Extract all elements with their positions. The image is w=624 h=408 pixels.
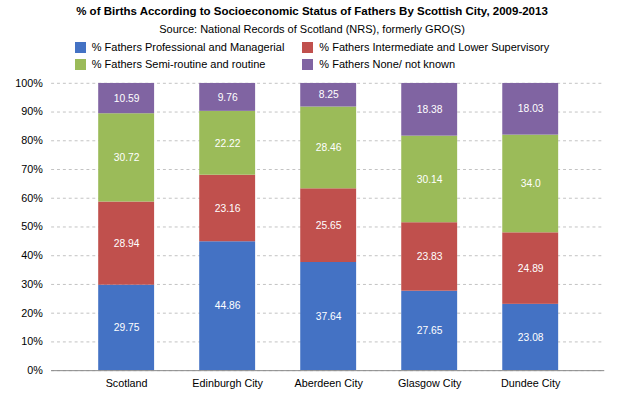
svg-text:44.86: 44.86 [215,300,241,311]
svg-text:29.75: 29.75 [114,322,140,333]
svg-text:40%: 40% [21,249,43,261]
svg-text:30.72: 30.72 [114,152,140,163]
svg-text:50%: 50% [21,220,43,232]
svg-text:22.22: 22.22 [215,138,241,149]
svg-text:34.0: 34.0 [521,178,541,189]
svg-text:Dundee City: Dundee City [501,377,561,389]
svg-text:37.64: 37.64 [316,311,342,322]
svg-text:10.59: 10.59 [114,93,140,104]
svg-text:23.83: 23.83 [417,251,443,262]
svg-text:0%: 0% [27,364,43,376]
svg-text:Edinburgh City: Edinburgh City [192,377,263,389]
svg-text:Scotland: Scotland [106,377,148,389]
svg-text:18.38: 18.38 [417,104,443,115]
svg-text:23.08: 23.08 [518,332,544,343]
html-text:% Fathers Professional and Man: % Fathers Professional and Managerial [91,41,285,53]
svg-text:28.46: 28.46 [316,142,342,153]
svg-text:9.76: 9.76 [218,92,238,103]
svg-text:8.25: 8.25 [319,89,339,100]
svg-text:Aberdeen City: Aberdeen City [295,377,364,389]
svg-text:27.65: 27.65 [417,325,443,336]
html-text:% of Births According to Socio: % of Births According to Socioeconomic S… [76,5,548,17]
svg-text:25.65: 25.65 [316,220,342,231]
svg-text:18.03: 18.03 [518,103,544,114]
svg-text:100%: 100% [15,77,43,89]
svg-text:60%: 60% [21,192,43,204]
svg-text:23.16: 23.16 [215,203,241,214]
svg-text:80%: 80% [21,134,43,146]
svg-text:30.14: 30.14 [417,174,443,185]
svg-text:24.89: 24.89 [518,263,544,274]
svg-text:20%: 20% [21,307,43,319]
svg-text:70%: 70% [21,163,43,175]
svg-text:30%: 30% [21,278,43,290]
html-text:% Fathers None/ not known: % Fathers None/ not known [319,58,456,70]
html-text:Source: National Records of Sc: Source: National Records of Scotland (NR… [159,23,465,35]
svg-text:Glasgow City: Glasgow City [398,377,462,389]
html-text:% Fathers Semi-routine and rou: % Fathers Semi-routine and routine [91,58,266,70]
html-text:% Fathers Intermediate and Low: % Fathers Intermediate and Lower Supervi… [319,41,550,53]
svg-text:10%: 10% [21,335,43,347]
svg-text:28.94: 28.94 [114,238,140,249]
svg-text:90%: 90% [21,105,43,117]
